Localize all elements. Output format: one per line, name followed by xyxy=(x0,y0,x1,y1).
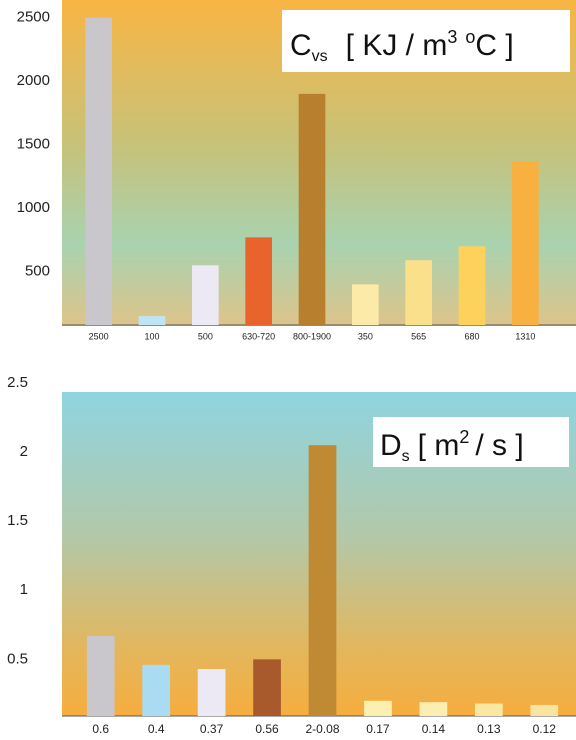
y-tick-label: 500 xyxy=(25,263,50,280)
x-tick-label: 0.12 xyxy=(533,722,557,736)
title-box xyxy=(373,417,569,467)
x-tick-label: 100 xyxy=(144,331,159,341)
title-box xyxy=(282,10,570,72)
x-tick-label: 0.14 xyxy=(422,722,446,736)
x-tick-label: 2-0.08 xyxy=(305,722,339,736)
bar xyxy=(245,237,272,325)
y-tick-label: 1.5 xyxy=(7,512,28,529)
bar xyxy=(364,700,392,716)
x-tick-label: 0.13 xyxy=(477,722,501,736)
title-part: [ m xyxy=(418,429,460,462)
x-tick-label: 0.6 xyxy=(92,722,109,736)
title-part: s xyxy=(402,448,410,465)
x-tick-label: 0.4 xyxy=(148,722,165,736)
x-tick-label: 800-1900 xyxy=(293,331,331,341)
bar xyxy=(474,703,503,716)
chart-title: Ds [ m2 / s ] xyxy=(380,427,524,465)
title-part: C xyxy=(290,29,312,62)
title-part: 3 xyxy=(447,27,457,47)
y-tick-label: 1 xyxy=(20,581,28,598)
x-tick-label: 500 xyxy=(198,331,213,341)
y-tick-label: 2000 xyxy=(17,72,50,89)
x-tick-label: 0.17 xyxy=(366,722,390,736)
y-tick-label: 1500 xyxy=(17,136,50,153)
bar xyxy=(253,659,281,716)
y-tick-label: 2.5 xyxy=(7,374,28,391)
bar xyxy=(142,664,171,716)
x-tick-label: 2500 xyxy=(89,331,109,341)
y-tick-label: 1000 xyxy=(17,199,50,216)
title-part: 2 xyxy=(459,427,469,447)
title-part: [ KJ / m xyxy=(346,29,448,62)
y-tick-label: 2 xyxy=(20,443,28,460)
title-part: D xyxy=(380,429,402,462)
title-part: vs xyxy=(312,48,328,65)
bar xyxy=(352,284,379,325)
x-tick-label: 565 xyxy=(411,331,426,341)
chart-title: Cvs [ KJ / m3 oC ] xyxy=(290,27,514,65)
bar xyxy=(138,316,166,325)
y-tick-label: 2500 xyxy=(17,9,50,26)
x-tick-label: 630-720 xyxy=(242,331,275,341)
title-part: / s ] xyxy=(475,429,523,462)
bar xyxy=(197,669,226,716)
bar xyxy=(192,265,219,325)
bar xyxy=(298,93,326,325)
bar xyxy=(405,260,432,325)
x-tick-label: 680 xyxy=(464,331,479,341)
bar xyxy=(419,702,448,716)
bar xyxy=(86,635,115,716)
x-tick-label: 0.37 xyxy=(200,722,224,736)
bar xyxy=(85,17,112,325)
y-tick-label: 0.5 xyxy=(7,650,28,667)
bar xyxy=(530,704,559,716)
title-part: C ] xyxy=(475,29,513,62)
x-tick-label: 0.56 xyxy=(255,722,279,736)
bar xyxy=(308,445,337,716)
title-part: o xyxy=(465,27,475,47)
bar xyxy=(512,161,539,325)
x-tick-label: 1310 xyxy=(515,331,535,341)
bar xyxy=(458,246,486,325)
x-tick-label: 350 xyxy=(358,331,373,341)
